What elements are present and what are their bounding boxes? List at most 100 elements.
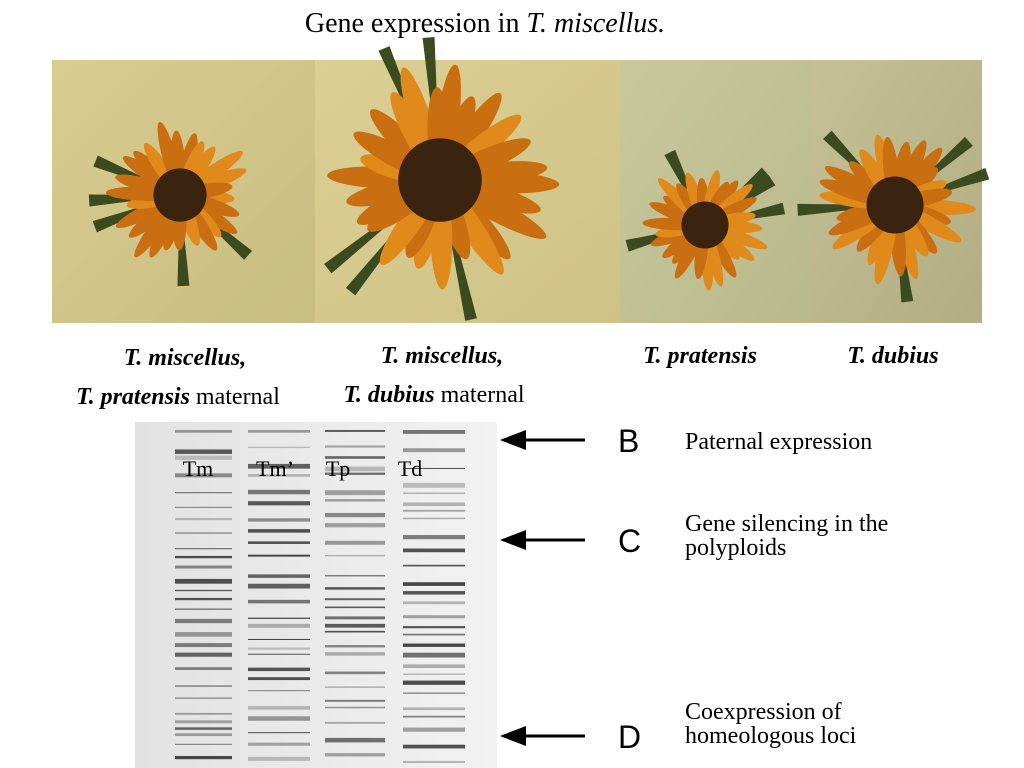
gel-band bbox=[325, 598, 385, 601]
gel-band bbox=[248, 529, 310, 533]
gel-band bbox=[403, 509, 465, 512]
gel-band bbox=[403, 643, 465, 647]
gel-band bbox=[325, 630, 385, 633]
gel-band bbox=[248, 667, 310, 672]
gel-band bbox=[175, 597, 232, 601]
gel-band bbox=[175, 532, 232, 534]
gel-band bbox=[248, 541, 310, 544]
gel-band bbox=[325, 645, 385, 648]
caption: T. pratensis bbox=[643, 343, 757, 369]
gel-band bbox=[248, 599, 310, 604]
lane-labels: Tm Tm’ Tp Td bbox=[183, 456, 423, 481]
gel-band bbox=[325, 456, 385, 459]
gel-band bbox=[403, 502, 465, 507]
gel-band bbox=[175, 473, 232, 478]
gel-band bbox=[403, 633, 465, 636]
gel-band bbox=[175, 618, 232, 624]
photo-strip bbox=[52, 36, 990, 323]
gel-band bbox=[325, 540, 385, 545]
caption: T. dubius bbox=[847, 343, 938, 369]
flower-center bbox=[681, 201, 729, 249]
gel-band bbox=[248, 617, 310, 620]
gel-band bbox=[175, 712, 232, 715]
gel-band bbox=[248, 518, 310, 522]
gel-band bbox=[248, 501, 310, 506]
marker-text: Paternal expression bbox=[685, 429, 872, 455]
arrow-head bbox=[500, 430, 526, 450]
gel-band bbox=[248, 677, 310, 681]
gel-band bbox=[403, 430, 465, 434]
caption: T. miscellus, bbox=[124, 345, 246, 371]
gel-band bbox=[403, 492, 465, 494]
gel-band bbox=[248, 623, 310, 628]
gel-band bbox=[175, 652, 232, 657]
gel-band bbox=[175, 517, 232, 521]
gel-band bbox=[175, 632, 232, 637]
flower bbox=[797, 130, 990, 303]
gel-band bbox=[248, 647, 310, 650]
gel-band bbox=[403, 548, 465, 553]
gel-band bbox=[248, 756, 310, 761]
gel-band bbox=[403, 601, 465, 605]
marker: C Gene silencing in the polyploids bbox=[500, 511, 888, 561]
gel-band bbox=[325, 466, 385, 472]
gel-band bbox=[403, 664, 465, 668]
marker-letter: C bbox=[618, 523, 641, 559]
gel-band bbox=[403, 692, 465, 694]
gel-band bbox=[325, 445, 385, 448]
gel-band bbox=[403, 448, 465, 453]
gel bbox=[135, 422, 497, 768]
gel-band bbox=[175, 492, 232, 494]
gel-band bbox=[175, 589, 232, 592]
gel-band bbox=[325, 499, 385, 502]
gel-band bbox=[248, 690, 310, 692]
gel-band bbox=[248, 446, 310, 449]
caption: T. miscellus, bbox=[381, 343, 503, 369]
gel-band bbox=[403, 673, 465, 675]
title-text: Gene expression in bbox=[305, 8, 527, 39]
gel-band bbox=[325, 523, 385, 528]
gel-band bbox=[248, 430, 310, 433]
arrow-head bbox=[500, 726, 526, 746]
gel-band bbox=[175, 685, 232, 687]
lane-label: Tm’ bbox=[256, 456, 294, 481]
gel-band bbox=[403, 564, 465, 567]
gel-band bbox=[248, 574, 310, 578]
gel-band bbox=[325, 671, 385, 675]
gel-band bbox=[175, 506, 232, 509]
marker-text: polyploids bbox=[685, 535, 786, 561]
gel-band bbox=[175, 727, 232, 730]
marker-text: Coexpression of bbox=[685, 699, 842, 725]
gel-band bbox=[403, 744, 465, 749]
marker-letter: D bbox=[618, 719, 641, 755]
marker-text: homeologous loci bbox=[685, 723, 857, 749]
gel-band bbox=[175, 430, 232, 433]
gel-band bbox=[248, 463, 310, 469]
gel-band bbox=[325, 699, 385, 702]
gel-band bbox=[403, 727, 465, 732]
gel-band bbox=[325, 652, 385, 656]
gel-background bbox=[135, 422, 497, 768]
gel-band bbox=[325, 753, 385, 757]
gel-band bbox=[325, 606, 385, 609]
flower-center bbox=[398, 138, 482, 222]
gel-band bbox=[175, 733, 232, 737]
marker: D Coexpression of homeologous loci bbox=[500, 699, 857, 755]
gel-band bbox=[403, 626, 465, 629]
gel-band bbox=[403, 517, 465, 520]
gel-band bbox=[248, 554, 310, 557]
gel-band bbox=[403, 591, 465, 595]
gel-band bbox=[248, 742, 310, 746]
gel-band bbox=[403, 482, 465, 488]
gel-band bbox=[403, 715, 465, 718]
captions: T. miscellus, T. pratensis maternal T. m… bbox=[76, 343, 938, 410]
gel-band bbox=[325, 721, 385, 724]
gel-band bbox=[175, 548, 232, 550]
gel-band bbox=[175, 643, 232, 648]
gel-band bbox=[403, 535, 465, 540]
flower bbox=[324, 36, 560, 321]
gel-band bbox=[175, 555, 232, 559]
gel-band bbox=[403, 615, 465, 619]
gel-band bbox=[325, 616, 385, 620]
